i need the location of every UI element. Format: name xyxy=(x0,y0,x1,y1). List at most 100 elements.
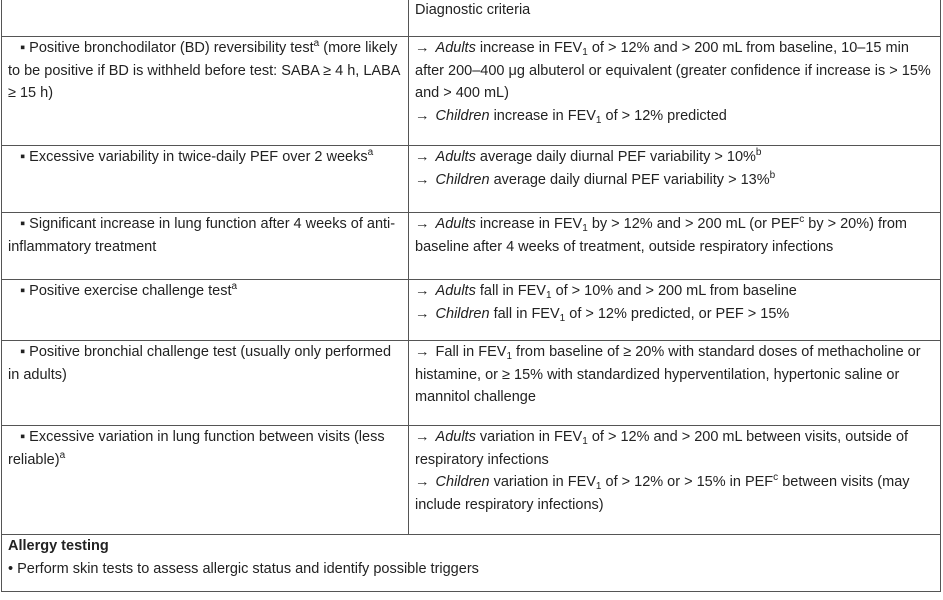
footnote-marker: a xyxy=(367,147,374,158)
criteria-text: of > 12% and > 200 mL between visits, ou… xyxy=(415,429,909,468)
criteria-children: → Children fall in FEV1 of > 12% predict… xyxy=(415,303,934,326)
subscript: 1 xyxy=(559,312,566,324)
criteria-adults: → Adults increase in FEV1 of > 12% and >… xyxy=(415,37,934,105)
criteria-text: from baseline of ≥ 20% with standard dos… xyxy=(415,344,921,405)
population-label: Adults xyxy=(435,216,476,232)
population-label: Adults xyxy=(435,429,476,445)
test-cell: ▪ Positive bronchodilator (BD) reversibi… xyxy=(1,36,409,146)
test-name: Excessive variability in twice-daily PEF… xyxy=(29,149,368,165)
test-name: Positive exercise challenge test xyxy=(29,283,232,299)
criteria-cell: → Adults fall in FEV1 of > 10% and > 200… xyxy=(408,279,941,341)
criteria-cell: → Fall in FEV1 from baseline of ≥ 20% wi… xyxy=(408,340,941,426)
criteria-text: of > 12% and > 200 mL from baseline, 10–… xyxy=(415,40,931,101)
allergy-cell: Allergy testing • Perform skin tests to … xyxy=(1,534,941,592)
criteria-cell: → Adults increase in FEV1 by > 12% and >… xyxy=(408,212,941,280)
criteria-text: between visits (may include respiratory … xyxy=(415,474,910,513)
footnote-marker: a xyxy=(313,38,320,49)
criteria-text: by > 20%) from baseline after 4 weeks of… xyxy=(415,216,907,255)
bullet-icon: ▪ xyxy=(20,344,26,360)
subscript: 1 xyxy=(595,114,602,126)
allergy-text: Perform skin tests to assess allergic st… xyxy=(17,560,479,577)
criteria-text: increase in FEV xyxy=(493,107,596,124)
subscript: 1 xyxy=(595,481,602,492)
criteria-text: average daily diurnal PEF variability > … xyxy=(493,171,770,188)
test-name: Positive bronchial challenge test (usual… xyxy=(8,344,392,383)
criteria-text: of > 12% predicted xyxy=(605,107,727,124)
arrow-icon: → xyxy=(415,40,430,56)
population-label: Children xyxy=(435,107,490,124)
population-label: Children xyxy=(435,474,490,490)
bullet-icon: ▪ xyxy=(20,149,26,165)
criteria-general: → Fall in FEV1 from baseline of ≥ 20% wi… xyxy=(415,341,934,409)
criteria-text: Fall in FEV xyxy=(435,344,507,360)
table-row: ▪ Positive bronchial challenge test (usu… xyxy=(1,340,941,426)
criteria-adults: → Adults variation in FEV1 of > 12% and … xyxy=(415,426,934,471)
arrow-icon: → xyxy=(415,474,430,490)
test-cell: ▪ Excessive variation in lung function b… xyxy=(1,425,409,535)
allergy-row: Allergy testing • Perform skin tests to … xyxy=(1,534,941,592)
allergy-title: Allergy testing xyxy=(8,538,109,554)
criteria-text: of > 10% and > 200 mL from baseline xyxy=(555,283,797,299)
criteria-children: → Children increase in FEV1 of > 12% pre… xyxy=(415,105,934,128)
criteria-text: of > 12% predicted, or PEF > 15% xyxy=(569,305,790,322)
test-name: Excessive variation in lung function bet… xyxy=(8,429,385,468)
subscript: 1 xyxy=(506,351,513,362)
footnote-marker: a xyxy=(231,281,238,292)
population-label: Children xyxy=(435,171,490,188)
criteria-text: of > 12% or > 15% in PEF xyxy=(605,474,774,490)
arrow-icon: → xyxy=(415,429,430,445)
table-row: ▪ Excessive variation in lung function b… xyxy=(1,425,941,535)
test-cell: ▪ Positive bronchial challenge test (usu… xyxy=(1,340,409,426)
criteria-cell: → Adults increase in FEV1 of > 12% and >… xyxy=(408,36,941,146)
criteria-adults: → Adults average daily diurnal PEF varia… xyxy=(415,146,934,169)
table-row: ▪ Excessive variability in twice-daily P… xyxy=(1,145,941,213)
bullet-icon: ▪ xyxy=(20,40,26,56)
criteria-text: by > 12% and > 200 mL (or PEF xyxy=(591,216,800,232)
arrow-icon: → xyxy=(415,344,430,360)
population-label: Children xyxy=(435,305,490,322)
arrow-icon: → xyxy=(415,216,430,232)
test-note: (more likely to be positive if BD is wit… xyxy=(8,40,400,101)
footnote-marker: b xyxy=(769,169,776,181)
criteria-text: fall in FEV xyxy=(493,305,560,322)
bullet-icon: ▪ xyxy=(20,216,26,232)
footnote-marker: a xyxy=(59,449,66,461)
table-header-row: Diagnostic criteria xyxy=(1,0,941,37)
criteria-text: variation in FEV xyxy=(479,429,583,445)
bullet-icon: ▪ xyxy=(20,429,26,445)
test-cell: ▪ Significant increase in lung function … xyxy=(1,212,409,280)
subscript: 1 xyxy=(582,223,588,234)
test-name: Significant increase in lung function af… xyxy=(8,216,396,255)
bullet-icon: ▪ xyxy=(20,283,26,299)
criteria-text: variation in FEV xyxy=(493,474,596,490)
header-cell-criteria: Diagnostic criteria xyxy=(408,0,941,37)
criteria-children: → Children average daily diurnal PEF var… xyxy=(415,169,934,192)
population-label: Adults xyxy=(435,283,476,299)
population-label: Adults xyxy=(435,40,476,56)
criteria-text: increase in FEV xyxy=(479,216,583,232)
footnote-marker: c xyxy=(773,472,779,483)
criteria-cell: → Adults average daily diurnal PEF varia… xyxy=(408,145,941,213)
subscript: 1 xyxy=(582,47,588,58)
subscript: 1 xyxy=(545,290,552,301)
criteria-text: fall in FEV xyxy=(479,283,546,299)
test-name: Positive bronchodilator (BD) reversibili… xyxy=(29,40,314,56)
arrow-icon: → xyxy=(415,305,430,322)
criteria-text: average daily diurnal PEF variability > … xyxy=(479,149,756,165)
criteria-text: increase in FEV xyxy=(479,40,583,56)
table-row: ▪ Positive exercise challenge testa → Ad… xyxy=(1,279,941,341)
criteria-adults: → Adults fall in FEV1 of > 10% and > 200… xyxy=(415,280,934,303)
criteria-children: → Children variation in FEV1 of > 12% or… xyxy=(415,471,934,516)
footnote-marker: b xyxy=(755,147,762,158)
criteria-adults: → Adults increase in FEV1 by > 12% and >… xyxy=(415,213,934,258)
arrow-icon: → xyxy=(415,149,430,165)
arrow-icon: → xyxy=(415,107,430,124)
table-row: ▪ Positive bronchodilator (BD) reversibi… xyxy=(1,36,941,146)
population-label: Adults xyxy=(435,149,476,165)
header-cell-test xyxy=(1,0,409,37)
test-cell: ▪ Positive exercise challenge testa xyxy=(1,279,409,341)
dot-bullet-icon: • xyxy=(8,560,14,577)
test-cell: ▪ Excessive variability in twice-daily P… xyxy=(1,145,409,213)
